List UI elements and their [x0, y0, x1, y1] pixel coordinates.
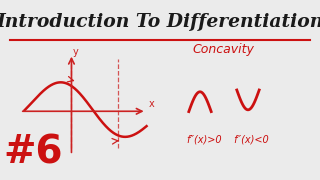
Text: y: y: [73, 48, 79, 57]
Text: x: x: [148, 99, 154, 109]
Text: Concavity: Concavity: [192, 43, 254, 56]
Text: Introduction To Differentiation: Introduction To Differentiation: [0, 13, 320, 31]
Text: f″(x)>0    f″(x)<0: f″(x)>0 f″(x)<0: [187, 134, 269, 144]
Text: #6: #6: [3, 133, 63, 171]
